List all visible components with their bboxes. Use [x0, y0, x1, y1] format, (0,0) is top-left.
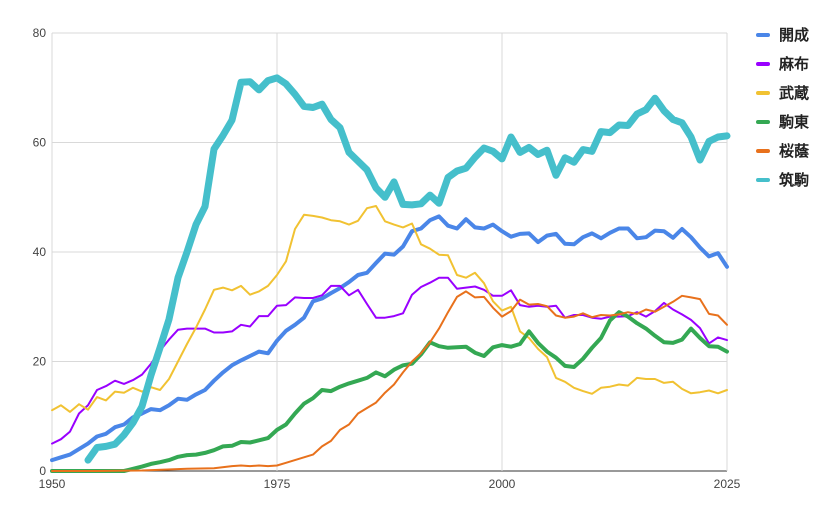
- series-line-kaisei: [50, 214, 729, 463]
- legend-swatch-musashi: [756, 91, 770, 95]
- legend-swatch-kaisei: [756, 33, 770, 37]
- x-tick-label-2000: 2000: [489, 477, 516, 491]
- legend-swatch-tsukukoma: [756, 178, 770, 182]
- legend-swatch-azabu: [756, 62, 770, 66]
- legend-swatch-ouin: [756, 149, 770, 153]
- series-line-ouin: [51, 290, 728, 472]
- legend-item-tsukukoma: 筑駒: [756, 171, 809, 189]
- y-axis-ticks: 0 20 40 60 80: [33, 26, 47, 478]
- chart-series-layer: [50, 74, 731, 473]
- legend: 開成 麻布 武蔵 駒東 桜蔭 筑駒: [756, 26, 810, 189]
- y-tick-label-0: 0: [39, 464, 46, 478]
- legend-swatch-komaba-toho: [756, 120, 770, 124]
- legend-label-ouin: 桜蔭: [779, 142, 810, 160]
- y-tick-label-60: 60: [33, 136, 47, 150]
- y-tick-label-80: 80: [33, 26, 47, 40]
- legend-label-kaisei: 開成: [779, 26, 809, 44]
- x-axis-ticks: 1950 1975 2000 2025: [39, 477, 741, 491]
- legend-item-kaisei: 開成: [756, 26, 809, 44]
- legend-item-azabu: 麻布: [756, 55, 809, 73]
- series-line-tsukukoma: [84, 74, 731, 464]
- legend-label-musashi: 武蔵: [779, 84, 809, 102]
- y-tick-label-40: 40: [33, 245, 47, 259]
- legend-item-komaba-toho: 駒東: [756, 113, 809, 131]
- legend-label-komaba-toho: 駒東: [779, 113, 809, 131]
- legend-label-azabu: 麻布: [778, 55, 809, 73]
- legend-label-tsukukoma: 筑駒: [778, 171, 809, 189]
- x-tick-label-2025: 2025: [714, 477, 741, 491]
- legend-item-musashi: 武蔵: [756, 84, 809, 102]
- series-line-komaba-toho: [50, 310, 729, 473]
- x-tick-label-1950: 1950: [39, 477, 66, 491]
- legend-item-ouin: 桜蔭: [756, 142, 810, 160]
- x-tick-label-1975: 1975: [264, 477, 291, 491]
- y-tick-label-20: 20: [33, 355, 47, 369]
- chart-grid: [51, 32, 728, 472]
- series-line-musashi: [51, 205, 728, 413]
